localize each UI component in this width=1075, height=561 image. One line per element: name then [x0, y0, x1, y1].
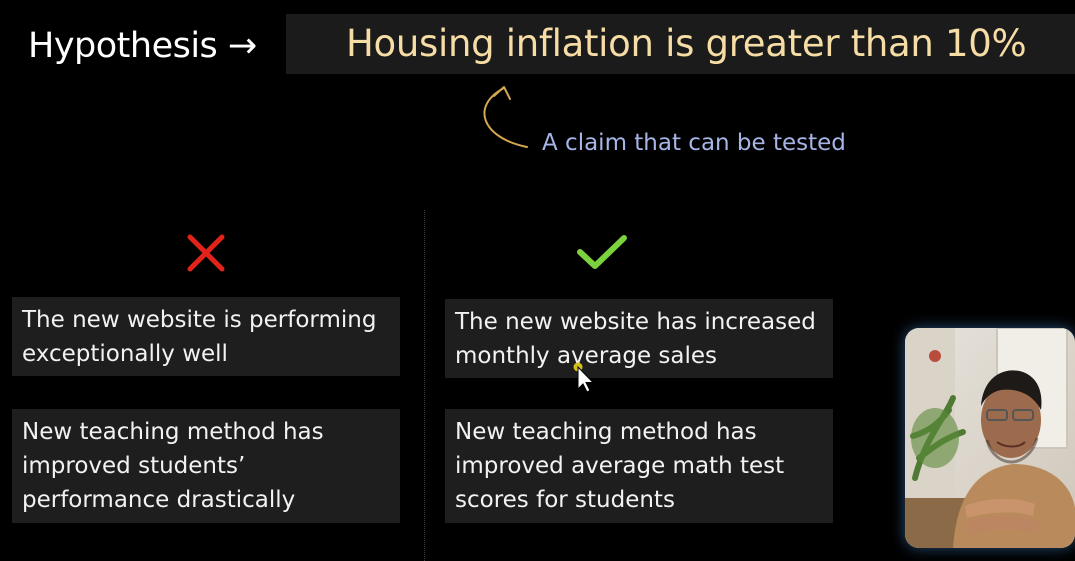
good-example-card: The new website has increased monthly av… — [445, 299, 833, 378]
hypothesis-label: Hypothesis → — [28, 26, 257, 66]
claim-text: Housing inflation is greater than 10% — [346, 22, 1027, 65]
annotation-text: A claim that can be tested — [542, 130, 846, 156]
presenter-image — [905, 328, 1075, 548]
check-icon — [577, 235, 627, 269]
bad-example-text: New teaching method has improved student… — [22, 419, 324, 513]
presenter-webcam — [905, 328, 1075, 548]
bad-example-card: New teaching method has improved student… — [12, 409, 400, 523]
good-example-text: The new website has increased monthly av… — [455, 309, 816, 369]
claim-box: Housing inflation is greater than 10% — [286, 14, 1075, 74]
mouse-cursor-icon — [573, 362, 595, 393]
bad-example-card: The new website is performing exceptiona… — [12, 297, 400, 376]
curved-arrow-icon — [483, 86, 528, 148]
bad-example-text: The new website is performing exceptiona… — [22, 307, 377, 367]
good-example-card: New teaching method has improved average… — [445, 409, 833, 523]
x-icon — [187, 234, 225, 272]
column-divider — [424, 210, 425, 561]
good-example-text: New teaching method has improved average… — [455, 419, 785, 513]
